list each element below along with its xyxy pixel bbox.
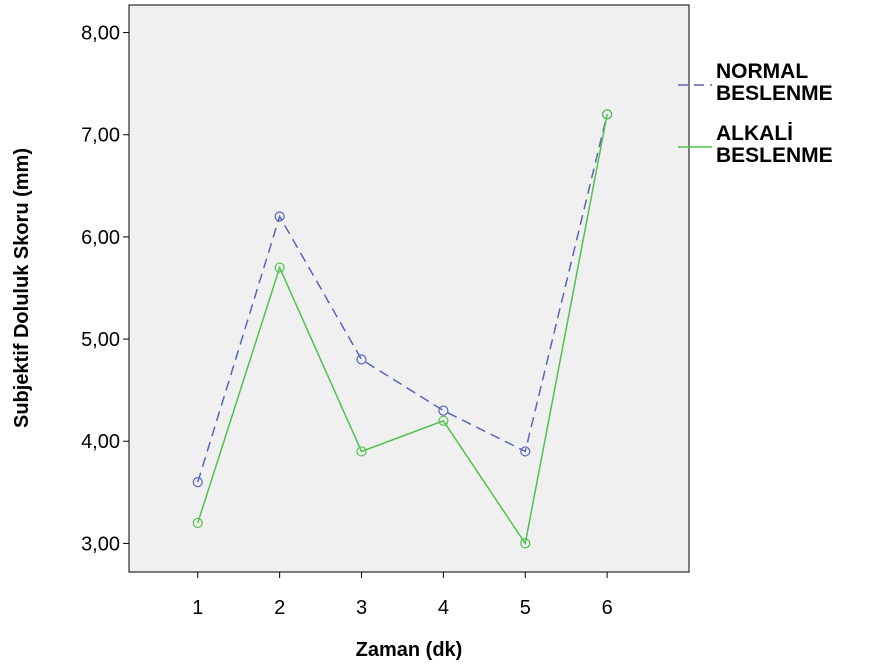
x-tick-label: 4 [438, 597, 449, 619]
point-marker [602, 109, 613, 120]
legend-label: ALKALİ BESLENME [716, 122, 833, 167]
x-tick-label: 1 [192, 597, 203, 619]
point-marker [274, 262, 285, 273]
plot-area [128, 4, 690, 573]
point-marker [356, 446, 367, 457]
y-axis-title: Subjektif Doluluk Skoru (mm) [11, 148, 33, 428]
point-marker [520, 446, 531, 457]
point-marker [274, 211, 285, 222]
point-marker [192, 517, 203, 529]
y-tick-label: 3,00 [81, 533, 120, 555]
point-marker [192, 476, 203, 488]
y-tick-label: 4,00 [81, 431, 120, 453]
x-tick-label: 2 [274, 597, 285, 619]
x-axis-title: Zaman (dk) [356, 639, 463, 661]
point-marker [356, 354, 367, 365]
x-tick-label: 6 [602, 597, 613, 619]
y-tick-label: 6,00 [81, 227, 120, 249]
y-tick-label: 8,00 [81, 23, 120, 45]
x-tick-label: 5 [520, 597, 531, 619]
series-line [197, 114, 608, 483]
point-marker [520, 538, 531, 549]
point-marker [438, 415, 449, 426]
y-tick-label: 5,00 [81, 329, 120, 351]
y-tick-label: 7,00 [81, 125, 120, 147]
x-tick-label: 3 [356, 597, 367, 619]
legend-label: NORMAL BESLENME [716, 60, 833, 105]
series-line [197, 114, 608, 546]
point-marker [438, 405, 449, 416]
